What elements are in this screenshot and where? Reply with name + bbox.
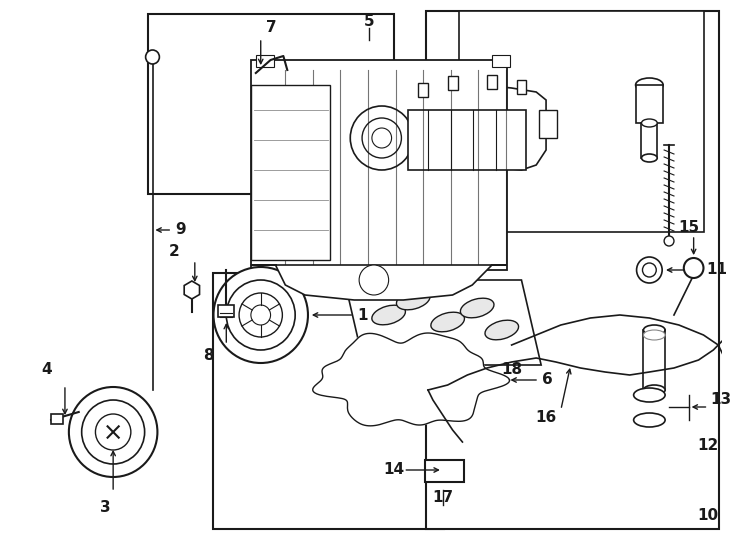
Circle shape — [372, 128, 391, 148]
Circle shape — [81, 400, 145, 464]
Bar — [517, 80, 526, 94]
Bar — [251, 60, 506, 270]
Bar — [636, 85, 663, 123]
Text: 8: 8 — [203, 348, 214, 362]
Bar — [251, 85, 330, 260]
Bar — [148, 14, 393, 194]
Circle shape — [95, 414, 131, 450]
Text: 2: 2 — [169, 245, 180, 260]
Circle shape — [226, 280, 295, 350]
Text: 16: 16 — [535, 410, 556, 426]
Ellipse shape — [372, 305, 405, 325]
Text: 5: 5 — [363, 15, 374, 30]
Ellipse shape — [396, 290, 430, 310]
Text: 1: 1 — [357, 307, 368, 322]
Bar — [492, 55, 509, 67]
Circle shape — [350, 106, 413, 170]
Circle shape — [684, 258, 703, 278]
Text: 6: 6 — [542, 373, 553, 388]
Ellipse shape — [460, 298, 494, 318]
Text: 10: 10 — [697, 508, 719, 523]
Ellipse shape — [642, 154, 657, 162]
Bar — [426, 11, 719, 529]
Polygon shape — [313, 333, 509, 426]
Text: 4: 4 — [41, 362, 51, 377]
Text: 15: 15 — [678, 220, 700, 235]
Bar — [642, 123, 657, 158]
Circle shape — [239, 293, 283, 337]
Circle shape — [214, 267, 308, 363]
Text: 17: 17 — [432, 490, 454, 505]
Ellipse shape — [633, 388, 665, 402]
Text: 9: 9 — [175, 222, 186, 238]
Ellipse shape — [644, 325, 665, 335]
Circle shape — [636, 257, 662, 283]
Bar — [256, 55, 274, 67]
Text: 7: 7 — [266, 21, 276, 36]
Ellipse shape — [633, 413, 665, 427]
Circle shape — [69, 387, 157, 477]
Circle shape — [664, 236, 674, 246]
Bar — [539, 110, 557, 138]
Text: 11: 11 — [706, 262, 727, 278]
Bar — [418, 83, 428, 97]
Ellipse shape — [642, 119, 657, 127]
Polygon shape — [344, 280, 541, 365]
Ellipse shape — [636, 78, 663, 92]
Ellipse shape — [485, 320, 519, 340]
Ellipse shape — [644, 385, 665, 395]
Text: 12: 12 — [697, 437, 719, 453]
Text: 3: 3 — [100, 500, 111, 515]
Circle shape — [145, 50, 159, 64]
Text: 13: 13 — [711, 393, 732, 408]
Bar — [487, 75, 497, 89]
Circle shape — [251, 305, 271, 325]
Ellipse shape — [431, 312, 465, 332]
Polygon shape — [251, 265, 506, 300]
Circle shape — [642, 263, 656, 277]
Text: 14: 14 — [384, 462, 405, 477]
Bar — [425, 460, 465, 482]
Circle shape — [359, 265, 388, 295]
Ellipse shape — [644, 330, 665, 340]
Bar — [459, 11, 704, 232]
Polygon shape — [184, 281, 200, 299]
Bar — [448, 76, 457, 90]
Polygon shape — [352, 83, 546, 175]
Bar — [408, 110, 526, 170]
Bar — [213, 273, 444, 529]
Bar — [51, 414, 63, 424]
Text: 18: 18 — [502, 362, 523, 377]
Bar — [219, 305, 234, 317]
Circle shape — [362, 118, 401, 158]
